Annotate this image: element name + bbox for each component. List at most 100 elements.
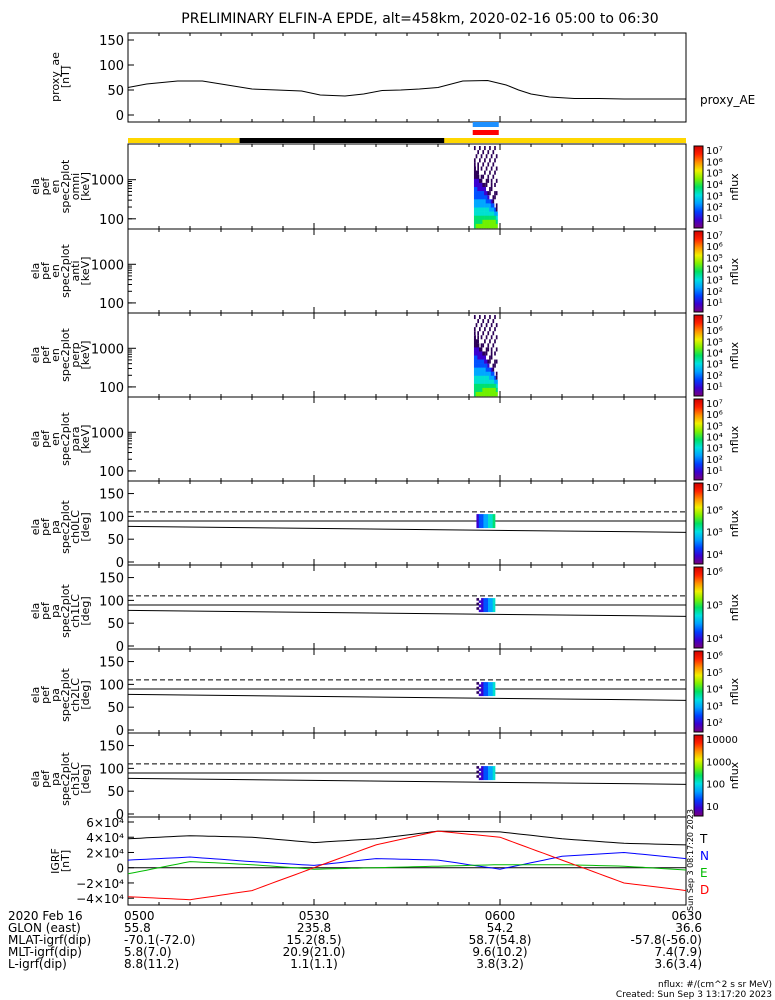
spec-cell [495, 359, 498, 364]
spec-cell [489, 219, 492, 225]
pa-cell [490, 775, 494, 778]
spec-cell [475, 359, 478, 364]
spec-cell [484, 391, 487, 397]
panel-ch2LC [127, 648, 687, 734]
spec-cell [487, 211, 490, 216]
spec-cell [479, 158, 481, 163]
spec-cell [485, 195, 488, 200]
spec-cell [473, 379, 476, 385]
spec-cell [492, 150, 495, 155]
y-tick-label: 100 [99, 297, 124, 312]
colorbar-tick: 10⁷ [706, 231, 723, 242]
spec-cell [489, 339, 491, 344]
y-tick-label: −4×10⁴ [76, 892, 124, 906]
pa-cell [483, 691, 487, 694]
spec-cell [485, 178, 488, 183]
pa-cell [483, 518, 487, 522]
spec-cell [475, 178, 478, 184]
spec-cell [484, 187, 487, 192]
spec-cell [473, 187, 476, 192]
pa-cell [476, 691, 480, 694]
pa-cell [488, 684, 491, 687]
ch3LC-ylabel: [deg] [79, 764, 92, 793]
pa-cell [485, 600, 489, 603]
colorbar-tick: 10⁴ [706, 180, 723, 191]
ch2LC-ylabel: spec2plot [59, 668, 72, 722]
colorbar-tick: 10⁷ [706, 483, 723, 494]
spec-cell [477, 195, 480, 200]
anti-ylabel: en [49, 264, 62, 278]
pa-cell [490, 766, 494, 769]
pa-cell [490, 598, 494, 601]
colorbar-tick: 10⁴ [706, 433, 723, 444]
spec-cell [479, 223, 481, 229]
spec-cell [492, 174, 495, 179]
pa-cell [485, 520, 489, 524]
spec-cell [489, 146, 491, 151]
spec-cell [480, 351, 483, 356]
pa-cell [478, 520, 482, 524]
spec-cell [487, 223, 490, 229]
spec-cell [475, 199, 478, 204]
pa-cell [476, 770, 480, 774]
spec-cell [494, 170, 496, 175]
row-label: MLT-igrf(dip) [8, 945, 82, 959]
pa-cell [485, 691, 489, 694]
spec-cell [480, 174, 483, 179]
row-value: 235.8 [297, 921, 331, 935]
spec-cell [482, 211, 485, 216]
spec-cell [489, 375, 492, 381]
spec-cell [479, 203, 481, 208]
pa-cell [478, 516, 482, 519]
spec-cell [490, 187, 493, 192]
spec-cell [495, 371, 498, 376]
pa-cell [485, 602, 489, 606]
spec-cell [482, 223, 485, 229]
spec-cell [490, 387, 493, 393]
spec-cell [495, 387, 498, 393]
spec-cell [479, 391, 481, 397]
pa-cell [481, 684, 484, 687]
pa-cell [483, 523, 487, 526]
pa-cell [478, 604, 482, 608]
row-value: 0500 [124, 909, 155, 923]
spec-cell [473, 359, 476, 364]
spec-cell [490, 379, 493, 385]
colorbar-tick: 10⁵ [706, 337, 723, 348]
y-tick-label: 100 [99, 59, 124, 74]
colorbar-label: nflux [728, 341, 741, 369]
igrf-legend-D: D [700, 883, 709, 897]
para-ylabel: pef [39, 429, 52, 448]
spec-cell [479, 379, 481, 385]
spec-cell [473, 327, 476, 332]
colorbar-label: nflux [728, 677, 741, 705]
pa-cell [481, 770, 484, 774]
spec-cell [490, 375, 493, 381]
spec-cell [492, 379, 495, 385]
pa-cell [481, 777, 484, 781]
pa-cell [483, 525, 487, 529]
omni-ylabel: en [49, 180, 62, 194]
pa-cell [478, 772, 482, 776]
y-tick-label: 100 [99, 213, 124, 228]
spec-cell [475, 343, 478, 348]
spec-cell [495, 379, 498, 385]
pa-cell [485, 766, 489, 769]
y-tick-label: 2×10⁴ [86, 846, 124, 860]
spec-cell [492, 162, 495, 167]
pa-cell [481, 607, 484, 610]
anti-ylabel: pef [39, 261, 52, 280]
proxy-ae-line [127, 79, 686, 100]
y-tick-label: 50 [107, 84, 124, 99]
spec-cell [494, 359, 496, 364]
spec-cell [482, 219, 485, 225]
spec-cell [494, 191, 496, 196]
colorbar-tick: 10⁷ [706, 399, 723, 410]
spec-cell [479, 211, 481, 216]
y-tick-label: 50 [107, 785, 124, 800]
spec-cell [494, 182, 496, 187]
pa-cell [478, 768, 482, 771]
spec-cell [477, 187, 480, 192]
spec-cell [477, 375, 480, 381]
panel-proxy-ae [127, 32, 687, 123]
